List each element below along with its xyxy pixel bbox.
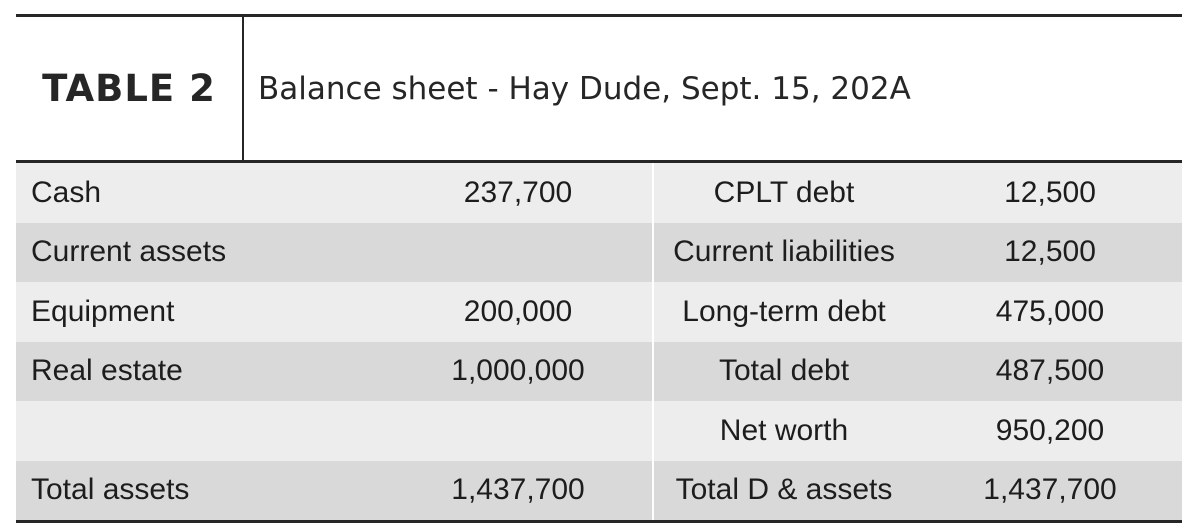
asset-value: 1,437,700 xyxy=(451,473,585,507)
asset-label: Real estate xyxy=(31,354,183,388)
asset-value: 200,000 xyxy=(463,294,573,328)
liability-value: 487,500 xyxy=(995,354,1105,388)
liability-value: 12,500 xyxy=(1004,235,1096,269)
asset-value: 1,000,000 xyxy=(451,354,585,388)
asset-label: Total assets xyxy=(31,473,190,507)
liability-value: 1,437,700 xyxy=(983,473,1117,507)
table-row: Cash 237,700 CPLT debt 12,500 xyxy=(16,163,1182,223)
liability-value: 12,500 xyxy=(1004,175,1096,209)
table-row: Equipment 200,000 Long-term debt 475,000 xyxy=(16,282,1182,342)
table-title: Balance sheet - Hay Dude, Sept. 15, 202A xyxy=(258,70,911,107)
bottom-rule xyxy=(16,520,1182,523)
liability-label: Long-term debt xyxy=(682,294,886,328)
table-header: TABLE 2 Balance sheet - Hay Dude, Sept. … xyxy=(16,14,1182,163)
liability-label: CPLT debt xyxy=(713,175,855,209)
liability-label: Current liabilities xyxy=(673,235,895,269)
column-divider xyxy=(652,163,654,520)
table-label: TABLE 2 xyxy=(42,67,216,110)
table-row: Total assets 1,437,700 Total D & assets … xyxy=(16,460,1182,520)
table-row: Current assets Current liabilities 12,50… xyxy=(16,222,1182,282)
liability-value: 475,000 xyxy=(995,294,1105,328)
balance-sheet-table: TABLE 2 Balance sheet - Hay Dude, Sept. … xyxy=(16,14,1182,523)
liability-label: Total D & assets xyxy=(675,473,893,507)
liability-label: Total debt xyxy=(718,354,850,388)
table-row: Net worth 950,200 xyxy=(16,401,1182,461)
asset-value: 237,700 xyxy=(463,175,573,209)
table-row: Real estate 1,000,000 Total debt 487,500 xyxy=(16,341,1182,401)
asset-label: Cash xyxy=(31,175,102,209)
table-title-cell: Balance sheet - Hay Dude, Sept. 15, 202A xyxy=(258,17,911,160)
liability-value: 950,200 xyxy=(995,413,1105,447)
table-body: Cash 237,700 CPLT debt 12,500 Current as… xyxy=(16,163,1182,520)
table-label-cell: TABLE 2 xyxy=(16,17,244,160)
liability-label: Net worth xyxy=(719,413,849,447)
asset-label: Current assets xyxy=(31,235,227,269)
asset-label: Equipment xyxy=(31,294,175,328)
